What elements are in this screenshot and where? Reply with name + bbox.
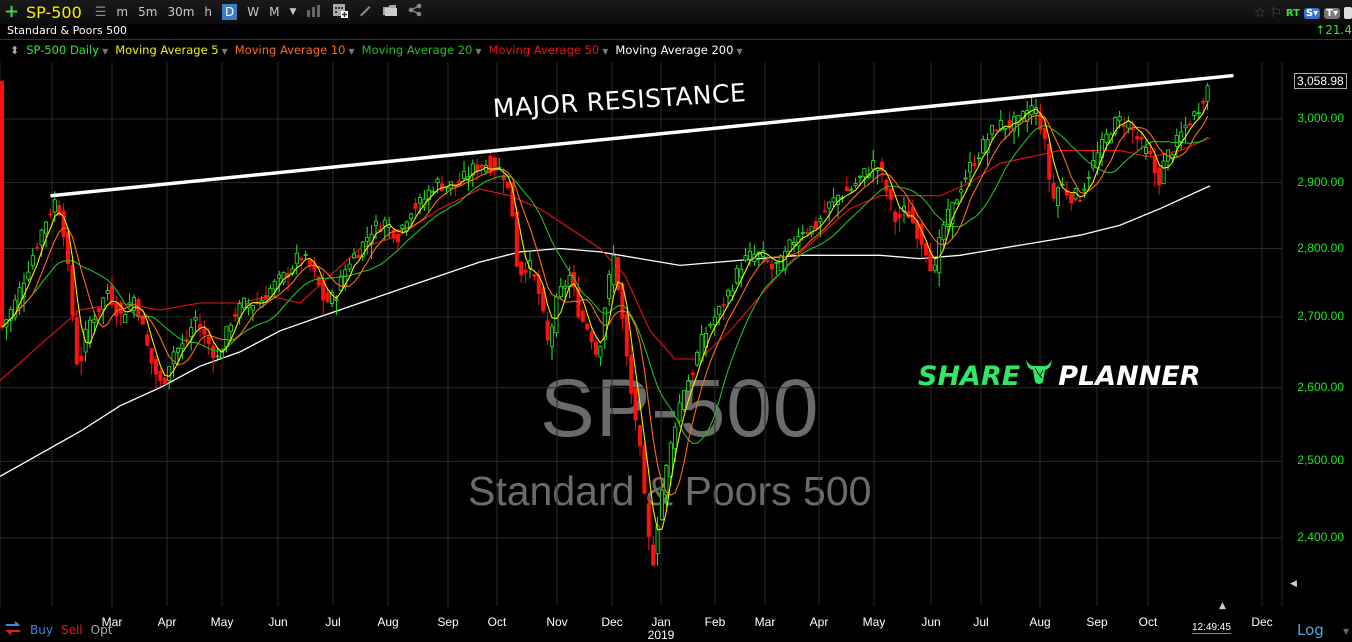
symbol-description: Standard & Poors 500 <box>7 24 128 37</box>
x-tick-label: May <box>862 615 886 629</box>
scroll-up-icon[interactable]: ▲ <box>1219 601 1226 611</box>
last-price-label: 3,058.98 <box>1294 73 1347 89</box>
chevron-down-icon[interactable]: ▼ <box>736 47 743 56</box>
x-tick-label: Sep <box>1086 615 1108 629</box>
pencil-icon[interactable] <box>358 3 372 21</box>
x-tick-label: Aug <box>377 615 399 629</box>
legend-item-ma5[interactable]: Moving Average 5 ▼ <box>115 43 228 57</box>
drag-handle-icon[interactable]: ⬍ <box>10 43 20 57</box>
legend-item-ma10[interactable]: Moving Average 10 ▼ <box>234 43 355 57</box>
y-tick-label: 2,600.00 <box>1297 379 1344 394</box>
timeframe-d[interactable]: D <box>222 4 238 20</box>
logo-share-text: SHARE <box>918 360 1021 392</box>
x-tick-label: Dec <box>601 615 623 629</box>
watchlist-icon[interactable]: ☰ <box>94 4 107 20</box>
x-tick-label: Apr <box>157 615 177 629</box>
year-label: 2019 <box>647 628 675 642</box>
x-tick-label: Jun <box>268 615 288 629</box>
chevron-down-icon[interactable]: ▼ <box>348 47 355 56</box>
x-tick-label: Mar <box>754 615 776 629</box>
toolbar: + SP-500 ☰ m 5m 30m h D W M ▼ ☆ ⚐ RT S▾ … <box>0 0 1352 24</box>
x-tick-label: Jul <box>973 615 989 629</box>
indicator-legend: ⬍ SP-500 Daily ▼ Moving Average 5 ▼ Moving… <box>10 43 743 57</box>
t-button[interactable]: T▾ <box>1324 7 1340 19</box>
y-tick-label: 2,800.00 <box>1297 240 1344 255</box>
y-tick-label: 3,000.00 <box>1297 111 1344 125</box>
share-icon[interactable] <box>408 3 422 21</box>
sell-button[interactable]: Sell <box>60 623 83 637</box>
bar-chart-icon[interactable] <box>306 4 322 21</box>
x-tick-label: Apr <box>809 615 829 629</box>
x-tick-label: Nov <box>546 615 568 629</box>
flag-icon[interactable]: ⚐ <box>1270 5 1282 21</box>
right-controls: ☆ ⚐ RT S▾ T▾ <box>1254 5 1352 21</box>
timeframe-h[interactable]: h <box>204 5 213 19</box>
x-tick-label: Jun <box>921 615 941 629</box>
x-tick-label: Oct <box>1138 615 1158 629</box>
log-scale-toggle[interactable]: Log <box>1297 621 1324 639</box>
star-icon[interactable]: ☆ <box>1253 5 1267 21</box>
trade-controls: Buy Sell Opt <box>4 621 112 639</box>
chevron-down-icon[interactable]: ▼ <box>221 47 228 56</box>
clock: 12:49:45 <box>1192 622 1231 634</box>
swap-icon[interactable] <box>4 621 22 639</box>
scale-dropdown-icon[interactable]: ▼ <box>1343 627 1350 636</box>
options-button[interactable]: Opt <box>90 623 113 637</box>
y-tick-label: 2,500.00 <box>1297 453 1344 468</box>
s-button[interactable]: S▾ <box>1303 7 1321 19</box>
timeframe-5m[interactable]: 5m <box>138 5 158 19</box>
timeframe-m[interactable]: m <box>116 5 129 19</box>
y-tick-label: 2,900.00 <box>1297 174 1344 189</box>
x-tick-label: Jul <box>325 615 341 629</box>
symbol-label[interactable]: SP-500 <box>26 2 82 22</box>
buy-button[interactable]: Buy <box>30 623 53 637</box>
header-divider <box>0 39 1352 40</box>
window-button[interactable] <box>1344 7 1352 19</box>
shareplanner-logo: SHARE PLANNER <box>918 358 1201 394</box>
scroll-left-icon[interactable]: ◀ <box>1290 579 1297 589</box>
legend-item-price[interactable]: SP-500 Daily ▼ <box>26 43 109 57</box>
bull-icon <box>1024 358 1054 394</box>
x-tick-label: Jan <box>651 615 671 629</box>
logo-planner-text: PLANNER <box>1058 360 1201 392</box>
timeframe-w[interactable]: W <box>247 5 260 19</box>
x-tick-label: Mar <box>101 615 123 629</box>
timeframe-mo[interactable]: M <box>269 5 280 19</box>
folder-icon[interactable] <box>382 3 398 21</box>
x-tick-label: Oct <box>487 615 507 629</box>
x-tick-label: Aug <box>1029 615 1051 629</box>
x-tick-label: Feb <box>704 615 726 629</box>
add-symbol-icon[interactable]: + <box>4 1 20 22</box>
x-tick-label: Sep <box>437 615 459 629</box>
timeframe-30m[interactable]: 30m <box>167 5 195 19</box>
calendar-add-icon[interactable] <box>332 2 349 22</box>
chevron-down-icon[interactable]: ▼ <box>475 47 482 56</box>
y-tick-label: 2,400.00 <box>1297 530 1344 544</box>
realtime-badge: RT <box>1285 7 1300 19</box>
timeframe-dropdown-icon[interactable]: ▼ <box>289 7 297 17</box>
legend-item-ma20[interactable]: Moving Average 20 ▼ <box>361 43 482 57</box>
legend-item-ma200[interactable]: Moving Average 200 ▼ <box>615 43 743 57</box>
x-tick-label: May <box>210 615 234 629</box>
legend-item-ma50[interactable]: Moving Average 50 ▼ <box>488 43 609 57</box>
symbol-row: + SP-500 ☰ m 5m 30m h D W M ▼ <box>4 2 427 22</box>
price-change: ↑21.4 <box>1315 23 1352 37</box>
y-tick-label: 2,700.00 <box>1297 308 1344 323</box>
chevron-down-icon[interactable]: ▼ <box>602 47 609 56</box>
x-tick-label: Dec <box>1251 615 1273 629</box>
chevron-down-icon[interactable]: ▼ <box>102 47 109 56</box>
